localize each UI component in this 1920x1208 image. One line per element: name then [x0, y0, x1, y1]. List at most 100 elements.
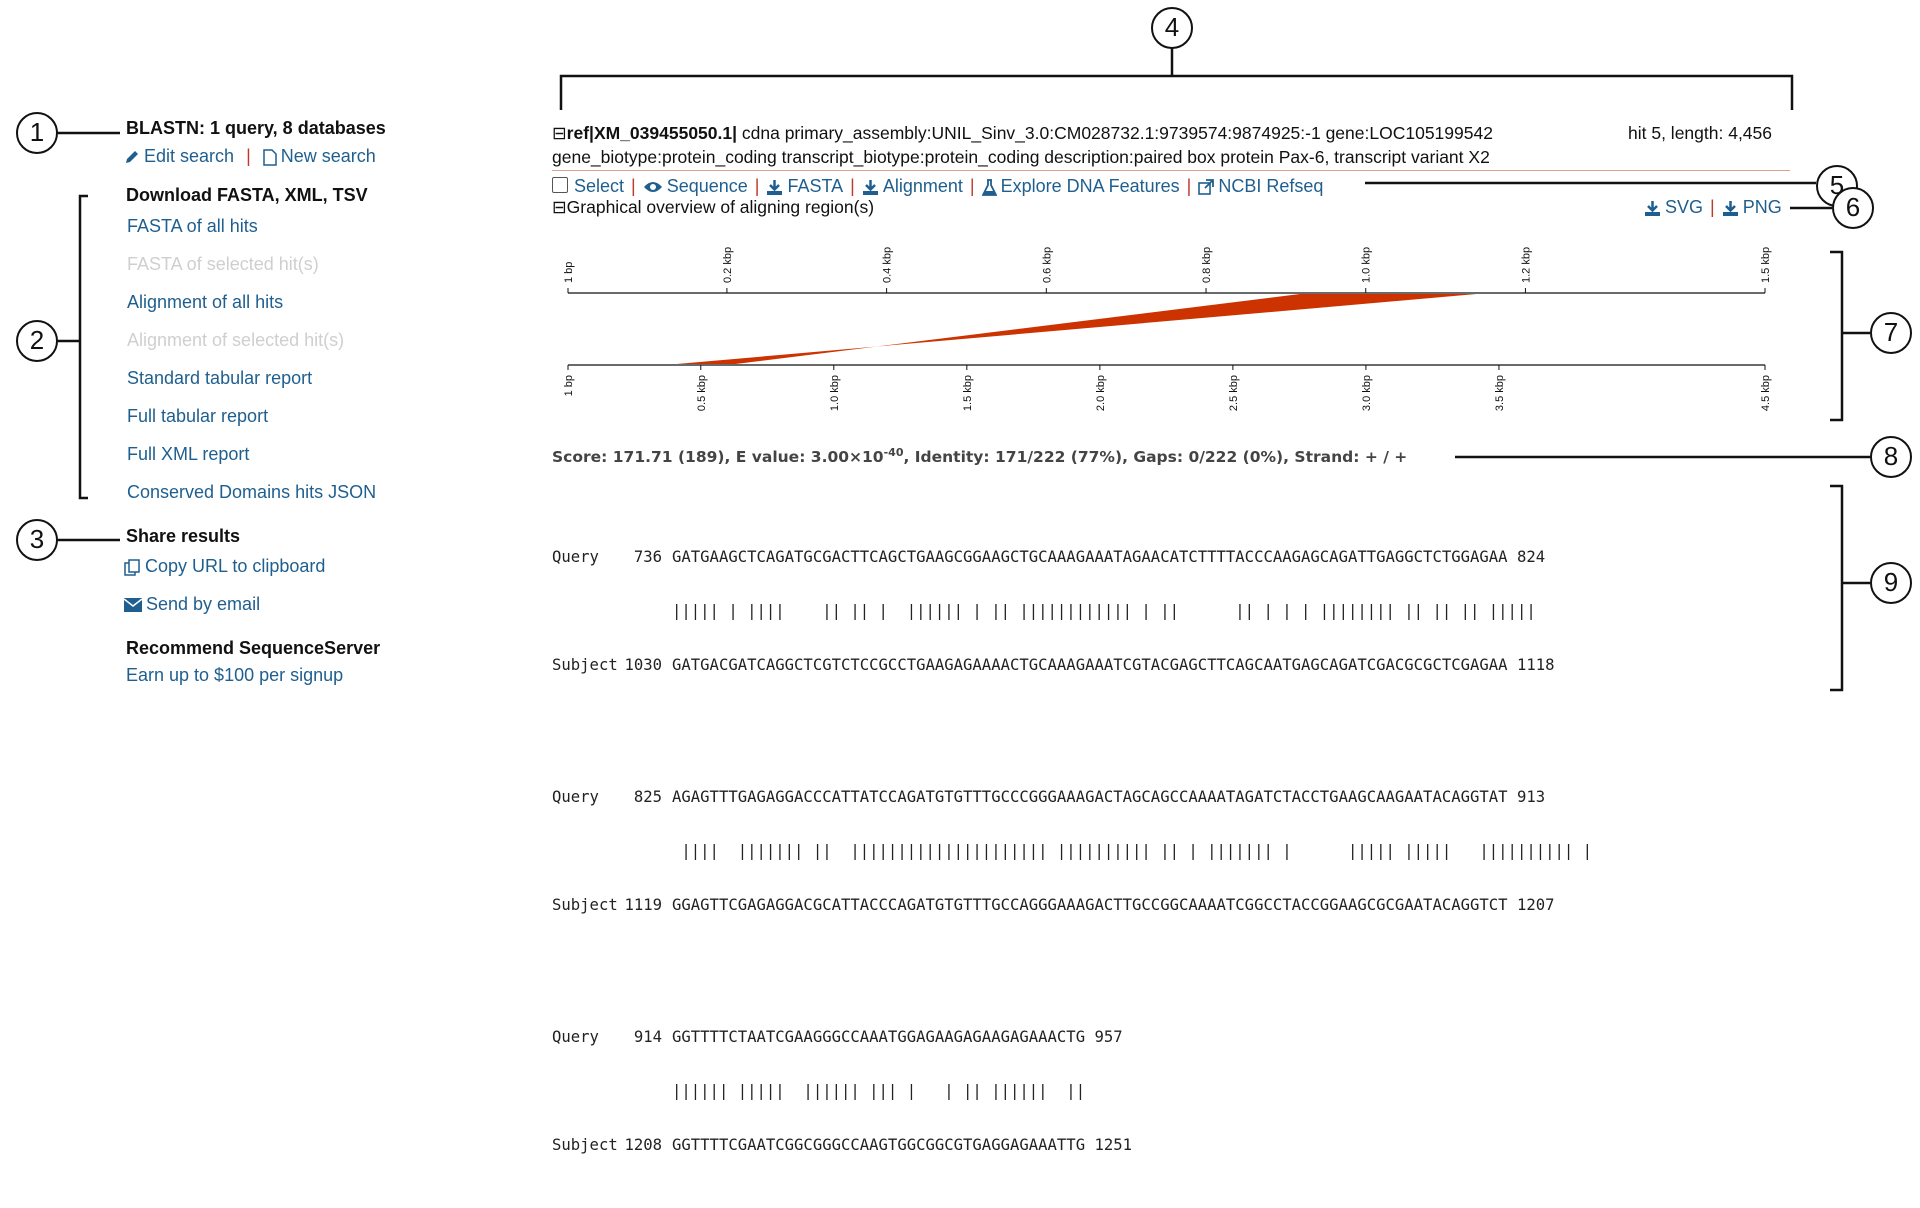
new-document-icon: [263, 149, 277, 166]
export-png-button[interactable]: PNG: [1722, 197, 1782, 217]
download-fasta-all[interactable]: FASTA of all hits: [127, 216, 258, 236]
query-start: 736: [633, 548, 662, 566]
query-sequence: GATGAAGCTCAGATGCGACTTCAGCTGAAGCGGAAGCTGC…: [672, 548, 1508, 566]
download-alignment-selected[interactable]: Alignment of selected hit(s): [127, 330, 345, 350]
sequence-label: Sequence: [666, 176, 748, 196]
query-axis-tick-label: 3.5 kbp: [1494, 375, 1506, 411]
subject-sequence: GGTTTTCGAATCGGCGGGCCAAGTGGCGGCGTGAGGAGAA…: [672, 1136, 1086, 1154]
checkbox-box: [552, 177, 568, 193]
hit-description-line2: gene_biotype:protein_coding transcript_b…: [552, 147, 1490, 167]
separator: |: [1710, 197, 1715, 217]
flask-icon: [981, 178, 997, 196]
export-svg-label: SVG: [1665, 197, 1704, 217]
download-fasta-selected[interactable]: FASTA of selected hit(s): [127, 254, 319, 274]
sequence-button[interactable]: Sequence: [643, 176, 748, 196]
download-icon: [767, 179, 783, 195]
download-domains-json[interactable]: Conserved Domains hits JSON: [127, 482, 377, 502]
download-heading: Download FASTA, XML, TSV: [126, 185, 368, 205]
explore-dna-features-button[interactable]: Explore DNA Features: [981, 176, 1180, 196]
graphical-overview-header: ⊟Graphical overview of aligning region(s…: [552, 197, 874, 218]
alignment-label: Alignment: [882, 176, 963, 196]
subject-row: Subject 1119 GGAGTTCGAGAGGACGCATTACCCAGATG…: [552, 896, 1592, 914]
separator: |: [631, 176, 636, 196]
subject-axis-tick-label: 0.4 kbp: [882, 247, 894, 283]
alignment-chunk: Query 914 GGTTTTCTAATCGAAGGGCCAAATGGAGAAGA…: [552, 992, 1592, 1190]
alignment-block: Query 736 GATGAAGCTCAGATGCGACTTCAGCTGAAGCG…: [552, 476, 1592, 1208]
edit-search-link[interactable]: Edit search: [124, 146, 239, 166]
new-search-link[interactable]: New search: [258, 146, 376, 166]
hit-actions-bar: Select | Sequence | FASTA | Alignment | Explore …: [552, 176, 1323, 197]
download-icon: [1645, 200, 1660, 216]
query-start: 825: [633, 788, 662, 806]
hit-meta: hit 5, length: 4,456: [1628, 123, 1772, 143]
external-link-icon: [1198, 179, 1215, 196]
copy-icon: [124, 559, 140, 576]
export-svg-button[interactable]: SVG: [1644, 197, 1703, 217]
separator: |: [850, 176, 855, 196]
hsp-stats-line: Score: 171.71 (189), E value: 3.00×10-40…: [552, 446, 1407, 466]
fasta-download-button[interactable]: FASTA: [766, 176, 843, 196]
recommend-heading: Recommend SequenceServer: [126, 638, 381, 658]
query-sequence: AGAGTTTGAGAGGACCCATTATCCAGATGTGTTTGCCCGG…: [672, 788, 1508, 806]
strand-value: + / +: [1364, 448, 1408, 467]
callout-2: 2: [16, 320, 58, 362]
subject-label: Subject: [552, 656, 618, 674]
share-heading: Share results: [126, 526, 241, 546]
send-email-link[interactable]: Send by email: [124, 594, 260, 615]
query-end: 913: [1516, 788, 1546, 806]
query-row: Query 825 AGAGTTTGAGAGGACCCATTATCCAGATGTGT…: [552, 788, 1592, 806]
query-axis-tick-label: 4.5 kbp: [1760, 375, 1772, 411]
query-end: 824: [1516, 548, 1546, 566]
subject-sequence: GGAGTTCGAGAGGACGCATTACCCAGATGTGTTTGCCAGG…: [672, 896, 1508, 914]
query-axis-tick-label: 2.0 kbp: [1095, 375, 1107, 411]
hit-accession: ref|XM_039455050.1|: [566, 123, 738, 143]
hit-description-line1: cdna primary_assembly:UNIL_Sinv_3.0:CM02…: [737, 123, 1493, 143]
query-row: Query 914 GGTTTTCTAATCGAAGGGCCAAATGGAGAAGA…: [552, 1028, 1592, 1046]
subject-label: Subject: [552, 896, 618, 914]
query-axis-tick-label: 2.5 kbp: [1228, 375, 1240, 411]
score-value: 171.71 (189): [612, 448, 725, 467]
callout-7: 7: [1870, 312, 1912, 354]
collapse-overview-toggle[interactable]: ⊟: [552, 197, 567, 217]
subject-end: 1251: [1094, 1136, 1133, 1154]
query-row: Query 736 GATGAAGCTCAGATGCGACTTCAGCTGAAGCG…: [552, 548, 1592, 566]
evalue-label: , E value:: [724, 448, 811, 467]
pencil-icon: [126, 151, 138, 164]
copy-url-label: Copy URL to clipboard: [145, 556, 326, 576]
download-full-xml[interactable]: Full XML report: [127, 444, 250, 464]
query-sequence: GGTTTTCTAATCGAAGGGCCAAATGGAGAAGAGAAGAGAA…: [672, 1028, 1086, 1046]
query-axis-tick-label: 1.5 kbp: [962, 375, 974, 411]
score-label: Score:: [552, 448, 613, 467]
alignment-download-button[interactable]: Alignment: [862, 176, 963, 196]
query-label: Query: [552, 1028, 599, 1046]
midline-row: |||| ||||||| || ||||||||||||||||||||| ||…: [552, 842, 1592, 860]
match-midline: |||| ||||||| || ||||||||||||||||||||| ||…: [672, 842, 1593, 860]
gaps-value: 0/222 (0%): [1188, 448, 1284, 467]
edit-search-label: Edit search: [144, 146, 235, 166]
callout-lines: [56, 48, 1870, 692]
alignment-overview-chart: 1 bp 0.2 kbp 0.4 kbp 0.6 kbp 0.8 kbp 1.0 kbp 1…: [563, 247, 1772, 411]
query-label: Query: [552, 788, 599, 806]
export-links: SVG | PNG: [1644, 197, 1782, 218]
copy-url-link[interactable]: Copy URL to clipboard: [124, 556, 325, 577]
subject-axis-tick-label: 0.6 kbp: [1041, 247, 1053, 283]
query-summary-title: BLASTN: 1 query, 8 databases: [126, 118, 386, 138]
gaps-label: , Gaps:: [1122, 448, 1189, 467]
strand-label: , Strand:: [1283, 448, 1365, 467]
alignment-chunk: Query 736 GATGAAGCTCAGATGCGACTTCAGCTGAAGCG…: [552, 512, 1592, 710]
subject-start: 1030: [624, 656, 662, 674]
query-axis-tick-label: 1.0 kbp: [829, 375, 841, 411]
identity-label: , Identity:: [903, 448, 996, 467]
search-actions: Edit search | New search: [124, 146, 376, 167]
download-standard-tabular[interactable]: Standard tabular report: [127, 368, 313, 388]
evalue-value: 3.00×10: [810, 448, 884, 467]
collapse-hit-toggle[interactable]: ⊟: [552, 123, 567, 143]
download-full-tabular[interactable]: Full tabular report: [127, 406, 269, 426]
referral-link[interactable]: Earn up to $100 per signup: [126, 665, 344, 685]
match-midline: |||||| ||||| |||||| ||| | | || |||||| ||: [672, 1082, 1086, 1100]
select-checkbox[interactable]: Select: [552, 176, 624, 196]
query-axis-tick-label: 3.0 kbp: [1361, 375, 1373, 411]
alignment-chunk: Query 825 AGAGTTTGAGAGGACCCATTATCCAGATGTGT…: [552, 752, 1592, 950]
ncbi-refseq-link[interactable]: NCBI Refseq: [1198, 176, 1323, 196]
download-alignment-all[interactable]: Alignment of all hits: [127, 292, 284, 312]
